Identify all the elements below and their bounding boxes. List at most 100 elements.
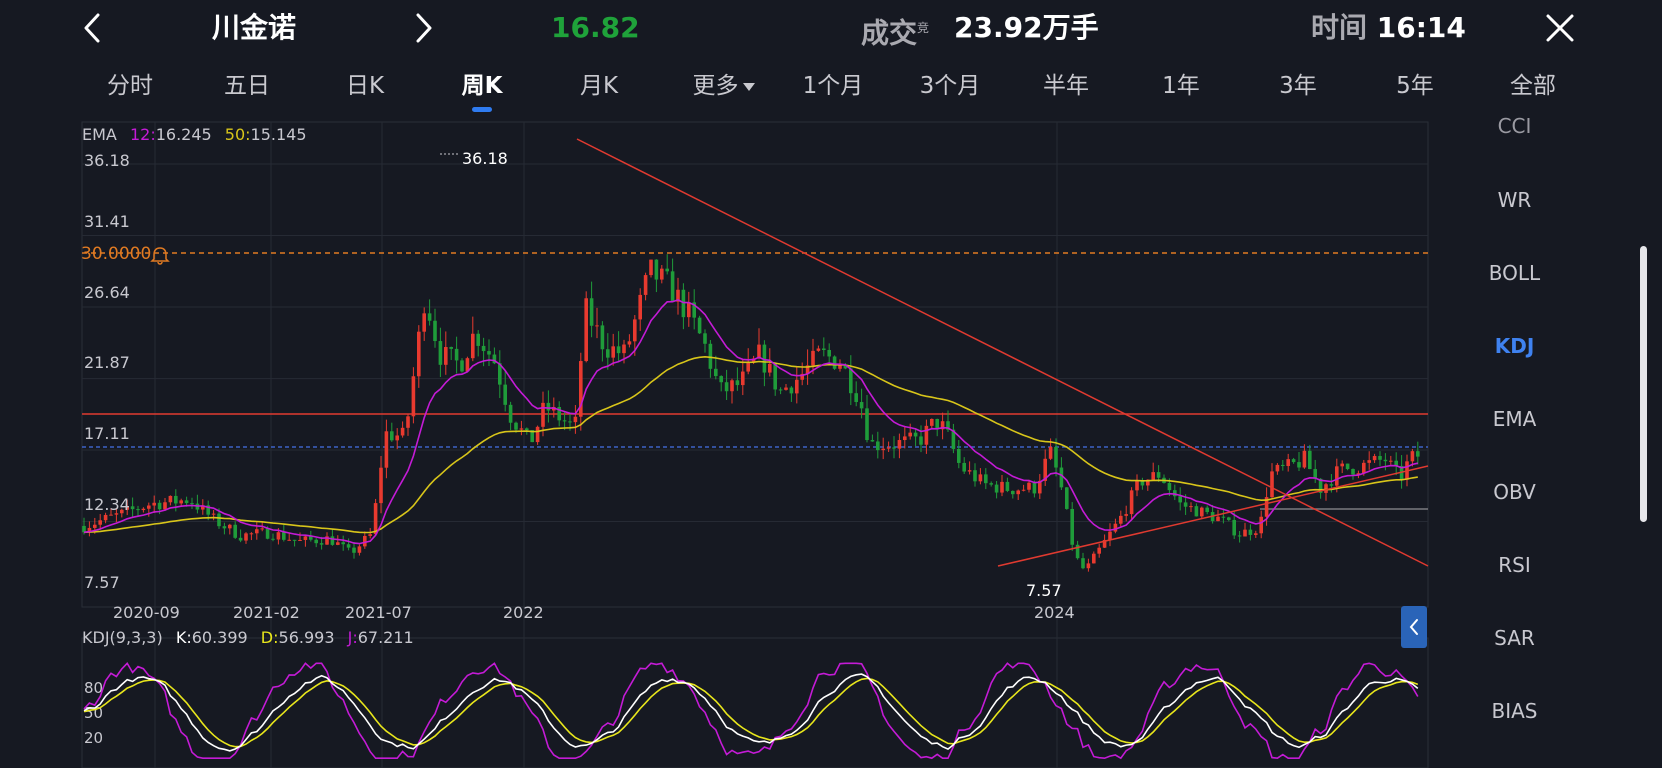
candle-body [341,542,345,545]
tab-1y[interactable]: 1年 [1148,64,1214,108]
candle-body [546,402,551,411]
chevron-right-icon [416,13,432,43]
candle-body [1297,462,1301,468]
candle-body [1340,463,1344,467]
candle-body [822,348,826,350]
tab-wuri[interactable]: 五日 [212,64,282,108]
indicator-obv[interactable]: OBV [1493,480,1536,504]
indicator-boll[interactable]: BOLL [1488,261,1541,285]
candle-body [962,462,966,472]
ema50-label: 50:15.145 [224,125,307,144]
candle-body [1394,460,1398,466]
tab-label: 更多 [692,73,739,99]
tab-yuek[interactable]: 月K [564,64,634,108]
candle-body [681,289,686,318]
candle-body [913,432,918,437]
candle-body [1011,490,1015,495]
indicator-wr[interactable]: WR [1497,188,1532,212]
candle-body [1372,456,1377,461]
tab-3y[interactable]: 3年 [1265,64,1331,108]
candle-body [1335,466,1339,486]
candle-body [303,536,308,540]
candle-body [363,535,367,547]
indicator-ema[interactable]: EMA [1492,407,1537,431]
candle-body [735,380,740,386]
candle-body [930,418,934,426]
candle-body [260,528,264,530]
time-label: 时间 [1311,11,1368,44]
indicator-scrollbar[interactable] [1640,246,1647,522]
candle-body [676,289,680,302]
candle-body [228,524,232,529]
kdj-d-line [83,677,1419,748]
close-button[interactable] [1540,8,1580,48]
ema50-period: 50 [224,125,246,144]
candle-body [120,509,124,514]
prev-stock-button[interactable] [72,8,112,48]
candle-body [1216,516,1220,522]
candle-body [714,368,718,377]
candle-body [876,441,880,451]
candle-body [1324,484,1328,493]
candle-body [1367,460,1371,463]
candle-body [1070,508,1074,545]
x-tick-label: 2020-09 [113,603,180,622]
candle-body [1270,471,1274,498]
y-tick-label: 17.11 [84,424,130,443]
indicator-kdj[interactable]: KDJ [1494,334,1535,358]
tab-half-year[interactable]: 半年 [1030,64,1102,108]
candle-body [1065,487,1069,509]
candle-body [897,440,902,449]
kdj-legend: KDJ(9,3,3) K:60.399 D:56.993 J:67.211 [82,628,414,647]
candle-body [276,532,281,540]
max-price-label: 36.18 [462,149,508,168]
indicator-sar[interactable]: SAR [1494,626,1535,650]
indicator-bias[interactable]: BIAS [1491,699,1538,723]
tab-3m[interactable]: 3个月 [912,64,988,108]
candle-body [854,393,858,403]
candle-body [773,363,777,390]
tab-label: 分时 [107,73,153,99]
next-stock-button[interactable] [404,8,444,48]
candle-body [487,351,491,355]
candle-body [395,435,399,441]
candle-body [638,294,642,320]
candle-body [519,428,524,430]
tab-all[interactable]: 全部 [1500,64,1566,108]
candle-body [1054,446,1058,468]
candle-body [1254,533,1258,535]
candle-body [940,421,945,430]
tab-zhouk[interactable]: 周K [447,64,517,112]
tab-5y[interactable]: 5年 [1382,64,1448,108]
tab-rik[interactable]: 日K [330,64,400,108]
chevron-left-icon [84,13,100,43]
tab-1m[interactable]: 1个月 [795,64,871,108]
indicator-cci[interactable]: CCI [1497,114,1532,138]
candle-body [1313,469,1317,479]
candle-body [147,505,151,509]
candlestick-chart[interactable]: 36.18 31.41 26.64 21.87 17.11 12.34 7.57 2020-0… [0,118,1440,768]
candle-body [433,320,437,342]
d-label: D [260,628,274,647]
candle-body [1167,482,1172,491]
candle-body [265,528,270,539]
candle-body [1243,529,1247,537]
candle-body [606,349,610,358]
indicator-rsi[interactable]: RSI [1498,553,1531,577]
ema12-label: 12:16.245 [129,125,212,144]
candle-body [330,536,335,545]
tab-label: 3个月 [919,73,981,99]
candle-body [1092,553,1096,564]
tab-more[interactable]: 更多 [684,64,764,108]
candle-body [595,325,599,327]
candle-body [1200,507,1204,517]
tab-label: 日K [345,73,385,99]
collapse-panel-button[interactable] [1401,606,1427,648]
candle-body [1302,450,1307,468]
candle-body [1356,473,1361,475]
candle-body [211,513,216,515]
x-tick-label: 2021-07 [345,603,412,622]
candle-body [697,317,702,334]
tab-fenshi[interactable]: 分时 [95,64,165,108]
candle-body [541,402,545,427]
